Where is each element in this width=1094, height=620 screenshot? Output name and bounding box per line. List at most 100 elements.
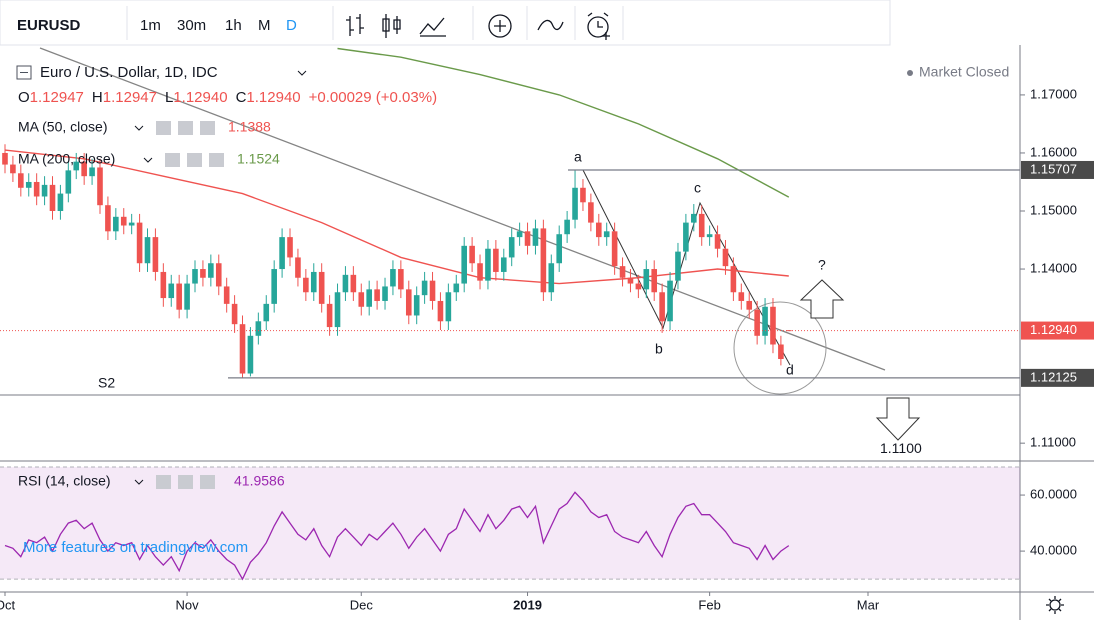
candle-body — [706, 234, 713, 238]
ohlc-value: 1.12947 — [30, 89, 84, 106]
indicator-buttons[interactable] — [165, 153, 224, 167]
annotation-label: d — [786, 362, 794, 378]
settings-icon[interactable] — [1046, 596, 1064, 614]
indicator-buttons[interactable] — [156, 475, 215, 489]
level-label: 1.12125 — [1030, 369, 1077, 384]
trend-line — [39, 47, 886, 371]
candle-body — [41, 184, 48, 197]
interval[interactable]: 1m — [140, 17, 161, 34]
dropdown-icon[interactable] — [134, 125, 144, 131]
interval[interactable]: 1h — [225, 17, 242, 34]
status-dot — [907, 70, 913, 76]
watermark[interactable]: More features on tradingview.com — [23, 539, 248, 556]
rsi-tick-label: 60.0000 — [1030, 486, 1077, 501]
candle-body — [334, 292, 341, 328]
candle-body — [722, 248, 729, 267]
candle-body — [595, 222, 602, 238]
interval[interactable]: M — [258, 17, 271, 34]
candle-body — [350, 274, 357, 293]
main-pane: a b c d S2 ? 1.1100 — [0, 47, 1020, 456]
candle-body — [295, 257, 301, 278]
candle-body — [49, 184, 56, 211]
down-arrow — [875, 397, 921, 441]
dropdown-icon[interactable] — [297, 70, 307, 76]
candle-body — [390, 269, 396, 287]
candle-body — [247, 335, 254, 374]
dropdown-icon[interactable] — [143, 157, 153, 163]
candle-body — [184, 283, 190, 310]
highlight-circle — [733, 301, 827, 395]
ohlc-value: 1.12947 — [103, 89, 157, 106]
candle-body — [754, 309, 760, 336]
annotation-label: c — [694, 180, 701, 196]
candle-body — [168, 283, 175, 299]
candle-body — [263, 303, 270, 322]
candle-body — [469, 245, 475, 264]
last-price-bg — [1021, 321, 1094, 340]
candle-body — [627, 277, 634, 284]
candle-body — [81, 161, 87, 177]
candle-body — [105, 205, 111, 232]
candle-body — [548, 263, 555, 293]
candle-body — [564, 219, 570, 235]
candle-body — [33, 181, 40, 197]
candle-body — [152, 237, 159, 272]
candle-body — [208, 263, 214, 278]
y-tick-label: 1.16000 — [1030, 144, 1077, 159]
symbol[interactable]: EURUSD — [17, 17, 81, 34]
collapse-icon[interactable] — [16, 65, 32, 80]
level-label-bg — [1021, 160, 1094, 179]
candle-body — [786, 330, 792, 332]
indicator-name: RSI (14, close) — [18, 473, 111, 489]
x-tick-label: Mar — [857, 597, 880, 612]
candle-body — [18, 173, 24, 188]
interval[interactable]: D — [286, 17, 297, 34]
indicator-icons[interactable] — [488, 14, 512, 38]
compare-icon[interactable] — [537, 19, 564, 31]
candle-body — [374, 289, 380, 301]
candle-body — [113, 216, 119, 232]
indicator-value: 1.1524 — [237, 151, 280, 167]
candle-body — [572, 187, 578, 220]
candle-body — [57, 193, 64, 211]
candle-body — [310, 271, 317, 293]
candle-body — [128, 222, 135, 226]
candle-body — [73, 161, 80, 171]
candle-body — [429, 280, 436, 301]
candle-body — [366, 289, 372, 307]
candle-body — [540, 228, 547, 293]
y-tick-label: 1.14000 — [1030, 260, 1077, 275]
candle-body — [762, 306, 768, 336]
indicator-buttons[interactable] — [156, 121, 215, 135]
level-label-bg — [1021, 368, 1094, 387]
candle-body — [231, 303, 238, 325]
dropdown-icon[interactable] — [134, 479, 144, 485]
candle-body — [651, 269, 658, 293]
interval[interactable]: 30m — [177, 17, 206, 34]
alert-icon[interactable] — [587, 12, 610, 40]
ohlc-key: H — [92, 89, 103, 106]
toolbar-bg — [0, 0, 891, 46]
candle-body — [500, 257, 507, 272]
change: +0.00029 (+0.03%) — [309, 89, 437, 106]
candle-body — [97, 167, 103, 206]
candle-body — [445, 292, 452, 322]
candle-body — [192, 269, 198, 284]
candle-body — [532, 228, 539, 246]
ohlc-key: C — [236, 89, 247, 106]
y-tick-label: 1.11000 — [1030, 435, 1076, 450]
candle-body — [279, 237, 285, 270]
candle-body — [619, 266, 626, 278]
annotation-label: a — [574, 149, 582, 165]
candle-body — [508, 237, 515, 258]
candle-body — [730, 266, 737, 293]
indicator-value: 1.1388 — [228, 119, 271, 135]
up-arrow — [799, 279, 845, 319]
candle-body — [342, 274, 349, 293]
candle-body — [176, 283, 182, 310]
chart-style-icons[interactable] — [346, 14, 446, 38]
series-title: Euro / U.S. Dollar, 1D, IDC — [40, 64, 218, 81]
rsi-pane — [0, 466, 1020, 581]
ohlc-legend: O1.12947 H1.12947 L1.12940 C1.12940 +0.00029… — [18, 89, 437, 106]
candle-body — [635, 283, 642, 290]
